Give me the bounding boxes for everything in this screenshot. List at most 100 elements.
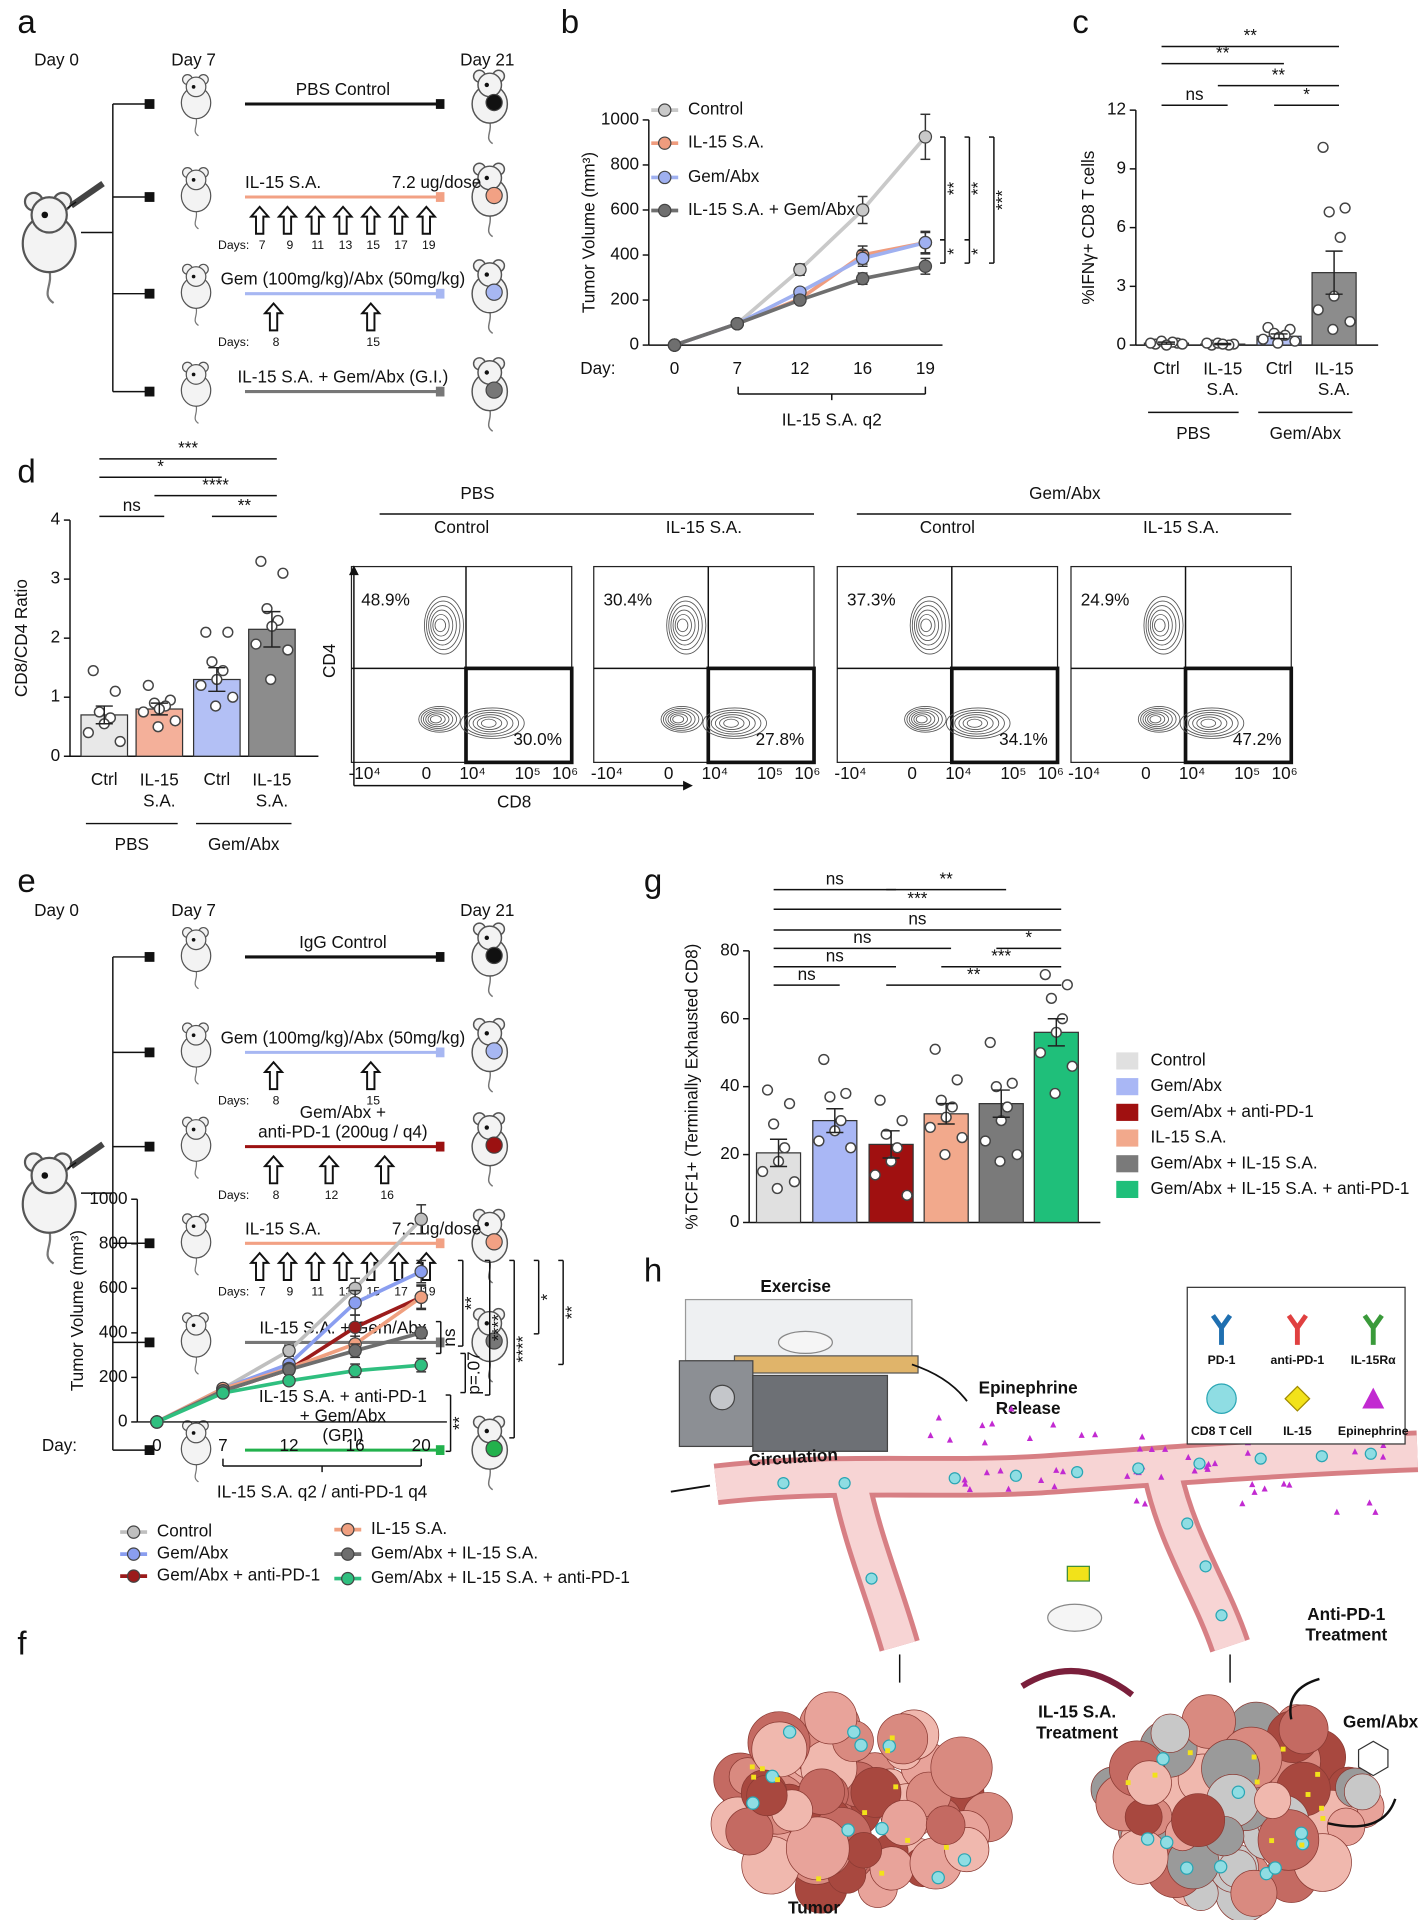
gem-label: Gem/Abx bbox=[1343, 1712, 1419, 1732]
contour bbox=[476, 716, 503, 730]
flow-title: Control bbox=[920, 517, 975, 537]
mouse-tail bbox=[194, 1256, 199, 1276]
gate-box bbox=[464, 666, 574, 765]
dose-arrow bbox=[373, 1154, 396, 1185]
y-axis-label: %TCF1+ (Terminally Exhausted CD8) bbox=[681, 944, 701, 1230]
epinephrine-mark bbox=[1249, 1481, 1256, 1488]
epinephrine-mark bbox=[1008, 1405, 1015, 1412]
group-label: PBS bbox=[1176, 423, 1210, 443]
contour bbox=[660, 706, 704, 733]
day-number: 7 bbox=[259, 1284, 266, 1298]
quadrant-pct: 30.4% bbox=[604, 589, 653, 609]
contour bbox=[920, 618, 932, 633]
contour bbox=[672, 715, 685, 724]
mouse-icon bbox=[180, 167, 212, 230]
data-point bbox=[1066, 1060, 1078, 1072]
footnote: IL-15 S.A. q2 / anti-PD-1 q4 bbox=[217, 1481, 428, 1501]
data-point bbox=[216, 1386, 230, 1400]
data-point bbox=[984, 1036, 996, 1049]
legend-label: Gem/Abx bbox=[1151, 1075, 1223, 1095]
legend-marker bbox=[341, 1522, 355, 1537]
epinephrine-mark bbox=[1261, 1485, 1268, 1492]
y-tick-label: 200 bbox=[610, 289, 639, 309]
tumor-cell bbox=[850, 1767, 902, 1818]
epinephrine-mark bbox=[1139, 1433, 1146, 1440]
day-number: 11 bbox=[311, 1284, 324, 1298]
gem-arrow bbox=[1327, 1798, 1397, 1828]
contour bbox=[480, 718, 497, 728]
day-number: 17 bbox=[394, 238, 408, 252]
epinephrine-mark bbox=[1158, 1473, 1165, 1480]
y-tick-label: 0 bbox=[1117, 334, 1127, 354]
dose-arrow bbox=[387, 205, 410, 235]
epinephrine-mark bbox=[1380, 1453, 1387, 1460]
contour bbox=[714, 714, 751, 733]
flow-tick-label: 10⁵ bbox=[1234, 763, 1260, 783]
tumor-dot bbox=[485, 1136, 503, 1154]
data-point bbox=[1034, 1047, 1047, 1059]
t-cell bbox=[746, 1796, 760, 1810]
data-point bbox=[901, 1189, 913, 1201]
il15-mark bbox=[1254, 1779, 1260, 1785]
mouse-eye bbox=[484, 272, 489, 277]
panel-label: d bbox=[17, 453, 35, 490]
data-point bbox=[1039, 968, 1051, 981]
mouse-icon bbox=[471, 162, 509, 238]
t-cell bbox=[838, 1477, 851, 1490]
t-cell bbox=[782, 1725, 797, 1739]
treatment-label: (GPI) bbox=[322, 1425, 363, 1445]
contour bbox=[723, 718, 739, 728]
treatment-end bbox=[435, 952, 445, 962]
y-tick-label: 800 bbox=[99, 1232, 128, 1252]
mouse-head bbox=[185, 1119, 207, 1140]
data-point bbox=[1272, 337, 1284, 349]
contour bbox=[918, 614, 936, 637]
flow-tick-label: -10⁴ bbox=[1068, 763, 1100, 783]
syringe-needle bbox=[67, 201, 77, 209]
mouse-tail bbox=[487, 311, 494, 334]
data-point bbox=[348, 1320, 362, 1335]
sig-label: *** bbox=[992, 190, 1012, 210]
flow-tick-label: 0 bbox=[422, 763, 432, 783]
dose-arrow bbox=[332, 1251, 354, 1281]
data-point bbox=[414, 1212, 428, 1227]
sig-label: ns bbox=[826, 945, 844, 965]
contour bbox=[719, 716, 745, 730]
mouse-eye bbox=[191, 178, 196, 182]
legend-label: Epinephrine bbox=[1338, 1424, 1409, 1438]
mouse-head bbox=[30, 196, 68, 234]
quadrant-pct: 24.9% bbox=[1081, 589, 1130, 609]
days-label: Days: bbox=[218, 335, 249, 349]
il15-mark bbox=[749, 1764, 755, 1770]
tumor-cell bbox=[1278, 1704, 1329, 1755]
il15-mark bbox=[885, 1748, 891, 1754]
contour bbox=[432, 614, 450, 637]
data-point bbox=[756, 1165, 769, 1178]
dose-arrow bbox=[262, 1060, 285, 1091]
data-point bbox=[855, 203, 870, 217]
sig-label: ** bbox=[461, 1296, 481, 1310]
sig-label: ** bbox=[449, 1416, 469, 1430]
mouse-head bbox=[185, 1422, 207, 1444]
flow-title: IL-15 S.A. bbox=[666, 517, 742, 537]
contour bbox=[423, 596, 464, 655]
data-point bbox=[813, 1135, 825, 1147]
sig-label: * bbox=[1303, 84, 1310, 104]
t-cell bbox=[1315, 1450, 1328, 1463]
x-tick-label: IL-15 S.A. bbox=[1203, 358, 1242, 399]
data-point bbox=[137, 706, 150, 718]
treatment-end bbox=[435, 386, 445, 397]
tree-node bbox=[144, 99, 155, 109]
tree-node bbox=[144, 386, 155, 397]
y-tick-label: 0 bbox=[118, 1410, 128, 1430]
treatment-label: anti-PD-1 (200ug / q4) bbox=[258, 1122, 427, 1142]
dose-arrow bbox=[360, 301, 382, 332]
mouse-icon bbox=[471, 1208, 509, 1284]
legend-marker bbox=[126, 1547, 141, 1561]
sig-label: **** bbox=[513, 1335, 533, 1362]
days-label: Days: bbox=[218, 1284, 249, 1298]
data-point bbox=[1176, 338, 1188, 350]
flow-header: PBS bbox=[460, 483, 494, 503]
flow-title: Control bbox=[434, 517, 489, 537]
